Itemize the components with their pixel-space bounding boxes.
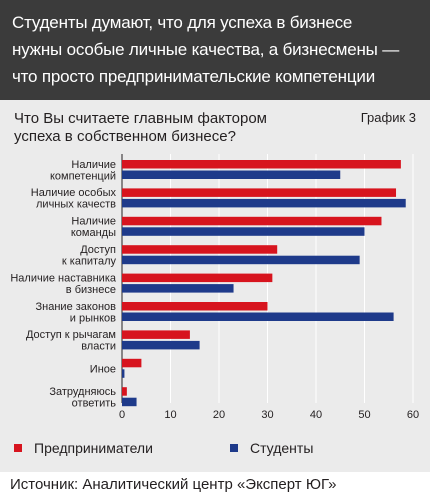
category-label: Наличие <box>71 216 116 228</box>
bar-students <box>122 369 125 378</box>
bar-entrepreneurs <box>122 188 397 197</box>
headline-banner: Студенты думают, что для успеха в бизнес… <box>0 0 430 100</box>
category-label: власти <box>81 341 116 353</box>
category-label: Наличие <box>71 159 116 171</box>
legend-label: Предприниматели <box>34 440 153 456</box>
bar-students <box>122 198 406 208</box>
headline-line-2: нужны особые личные качества, а бизнесме… <box>12 40 400 59</box>
headline-line-3: что просто предпринимательские компетенц… <box>12 67 375 86</box>
bar-entrepreneurs <box>122 302 268 311</box>
bar-entrepreneurs <box>122 330 190 339</box>
graph-number-label: График 3 <box>360 110 416 125</box>
category-label: Иное <box>90 363 116 375</box>
category-label: ответить <box>72 397 117 409</box>
legend-swatch <box>230 444 238 452</box>
bar-students <box>122 312 394 321</box>
bar-entrepreneurs <box>122 358 142 368</box>
bar-students <box>122 170 341 179</box>
chart-question-line-1: Что Вы считаете главным фактором <box>14 110 267 127</box>
x-tick-label: 0 <box>119 409 125 421</box>
chart-question-line-2: успеха в собственном бизнесе? <box>14 128 236 145</box>
bar-students <box>122 284 234 293</box>
bar-students <box>122 227 365 236</box>
x-tick-label: 50 <box>358 409 370 421</box>
category-label: личных качеств <box>36 199 116 211</box>
bar-entrepreneurs <box>122 216 382 226</box>
category-label: и рынков <box>70 312 116 324</box>
bar-entrepreneurs <box>122 387 127 396</box>
category-label: в бизнесе <box>66 284 116 296</box>
chart-question: Что Вы считаете главным фактором успеха … <box>14 110 314 146</box>
x-tick-label: 20 <box>213 409 225 421</box>
bar-students <box>122 340 200 350</box>
bar-students <box>122 397 137 407</box>
category-label: Наличие наставника <box>10 272 117 284</box>
category-label: к капиталу <box>62 255 117 267</box>
bar-entrepreneurs <box>122 160 401 169</box>
category-label: Затрудняюсь <box>49 386 116 398</box>
category-label: компетенций <box>50 170 116 182</box>
x-tick-label: 10 <box>164 409 176 421</box>
legend-swatch <box>14 444 22 452</box>
category-label: команды <box>71 227 116 239</box>
bar-entrepreneurs <box>122 273 273 283</box>
source-caption: Источник: Аналитический центр «Эксперт Ю… <box>10 476 337 493</box>
category-label: Наличие особых <box>31 187 117 199</box>
legend-label: Студенты <box>250 440 313 456</box>
bar-students <box>122 255 360 265</box>
category-label: Доступ к рычагам <box>26 329 116 341</box>
headline-line-1: Студенты думают, что для успеха в бизнес… <box>12 13 353 32</box>
x-tick-label: 30 <box>261 409 273 421</box>
bar-entrepreneurs <box>122 245 278 254</box>
x-tick-label: 60 <box>407 409 419 421</box>
x-tick-label: 40 <box>310 409 322 421</box>
category-label: Доступ <box>80 244 116 256</box>
category-label: Знание законов <box>36 301 117 313</box>
